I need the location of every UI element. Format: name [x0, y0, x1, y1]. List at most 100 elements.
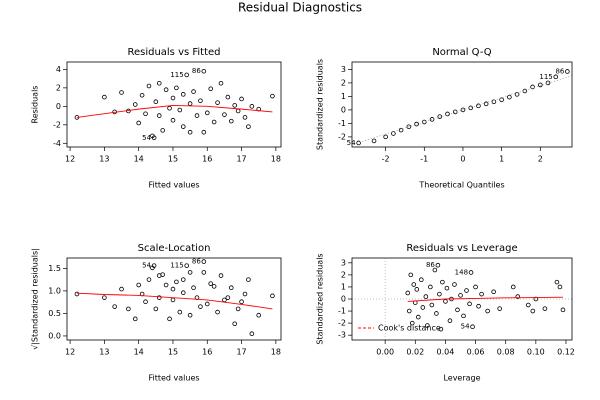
- point: [204, 301, 210, 307]
- point: [132, 316, 138, 322]
- point: [409, 320, 415, 326]
- point: [420, 305, 426, 310]
- point: [249, 331, 255, 336]
- point: [174, 85, 179, 91]
- y-tick-label: 1.0: [48, 286, 61, 295]
- y-axis-label: √|Standardized residuals|: [31, 248, 40, 350]
- point: [514, 92, 520, 97]
- point: [565, 69, 570, 74]
- point: [211, 284, 217, 289]
- point: [139, 92, 145, 98]
- y-tick-label: 4: [56, 65, 61, 74]
- y-tick-label: 0.0: [48, 331, 61, 340]
- point: [74, 291, 80, 297]
- point: [419, 277, 424, 283]
- y-tick-label: 0: [341, 105, 346, 114]
- x-tick-label: 0.00: [376, 348, 394, 357]
- smooth-line: [407, 296, 563, 302]
- legend-label: Cook's distance: [378, 324, 441, 333]
- y-tick-label: -3: [338, 331, 346, 340]
- point: [526, 302, 531, 308]
- point: [476, 303, 481, 309]
- point: [249, 104, 255, 109]
- point: [180, 277, 186, 282]
- point: [429, 117, 435, 122]
- point: [460, 107, 466, 113]
- point: [383, 134, 388, 140]
- point: [204, 110, 210, 116]
- point: [408, 272, 414, 278]
- x-tick-label: 17: [236, 348, 246, 357]
- point: [163, 87, 169, 93]
- plot-frame: [66, 257, 282, 341]
- point: [112, 304, 117, 309]
- smooth-line: [76, 104, 273, 118]
- point: [153, 306, 159, 312]
- y-tick-label: -2: [338, 132, 346, 141]
- main-title: Residual Diagnostics: [238, 1, 362, 15]
- point: [405, 290, 411, 296]
- point: [447, 318, 453, 324]
- x-tick-label: 0.06: [467, 348, 485, 357]
- reference-line: [352, 75, 572, 145]
- point: [177, 107, 183, 113]
- y-axis-label: Residuals: [31, 86, 40, 124]
- y-tick-label: 0: [56, 102, 61, 111]
- point: [201, 129, 207, 135]
- point: [557, 284, 563, 290]
- point: [440, 279, 445, 285]
- point: [174, 279, 179, 285]
- point: [414, 121, 419, 127]
- point: [437, 114, 443, 119]
- point: [438, 326, 444, 332]
- point: [270, 293, 275, 299]
- point: [239, 96, 244, 102]
- point: [151, 263, 157, 268]
- point: [143, 299, 148, 305]
- point: [201, 68, 207, 74]
- y-axis-label: Standardized residuals: [316, 253, 325, 344]
- point: [414, 287, 420, 292]
- point: [180, 124, 186, 129]
- point: [485, 308, 490, 314]
- point: [530, 84, 535, 90]
- point: [256, 312, 262, 318]
- point: [194, 113, 200, 118]
- x-tick-label: 16: [202, 155, 212, 164]
- point-label: 86: [426, 261, 435, 269]
- x-tick-label: 0: [460, 155, 465, 164]
- point: [429, 302, 435, 308]
- y-axis-label: Standardized residuals: [316, 59, 325, 150]
- point: [198, 304, 203, 309]
- point: [242, 291, 248, 297]
- x-tick-label: -2: [382, 155, 390, 164]
- y-tick-label: -2: [53, 120, 61, 129]
- point: [455, 307, 460, 313]
- x-axis-label: Theoretical Quantiles: [418, 181, 504, 190]
- point: [246, 277, 251, 282]
- point: [464, 288, 469, 293]
- x-tick-label: 14: [134, 155, 144, 164]
- y-tick-label: 0: [341, 295, 346, 304]
- point: [497, 306, 502, 311]
- point: [215, 100, 220, 105]
- point: [371, 138, 377, 144]
- point: [126, 306, 131, 312]
- point-label: 86: [555, 67, 564, 75]
- x-tick-label: 1: [499, 155, 504, 164]
- point: [533, 296, 539, 302]
- point: [423, 294, 429, 299]
- point-label: 115: [539, 73, 552, 81]
- point-label: 148: [455, 268, 468, 276]
- point: [211, 119, 217, 125]
- point: [136, 120, 141, 126]
- x-tick-label: 13: [99, 155, 109, 164]
- y-tick-label: 2: [341, 270, 346, 279]
- point: [119, 90, 124, 95]
- point-label: 54: [142, 262, 151, 270]
- point-label: 115: [170, 262, 183, 270]
- panel-title: Scale-Location: [138, 243, 211, 254]
- point: [225, 94, 231, 100]
- point: [406, 308, 412, 314]
